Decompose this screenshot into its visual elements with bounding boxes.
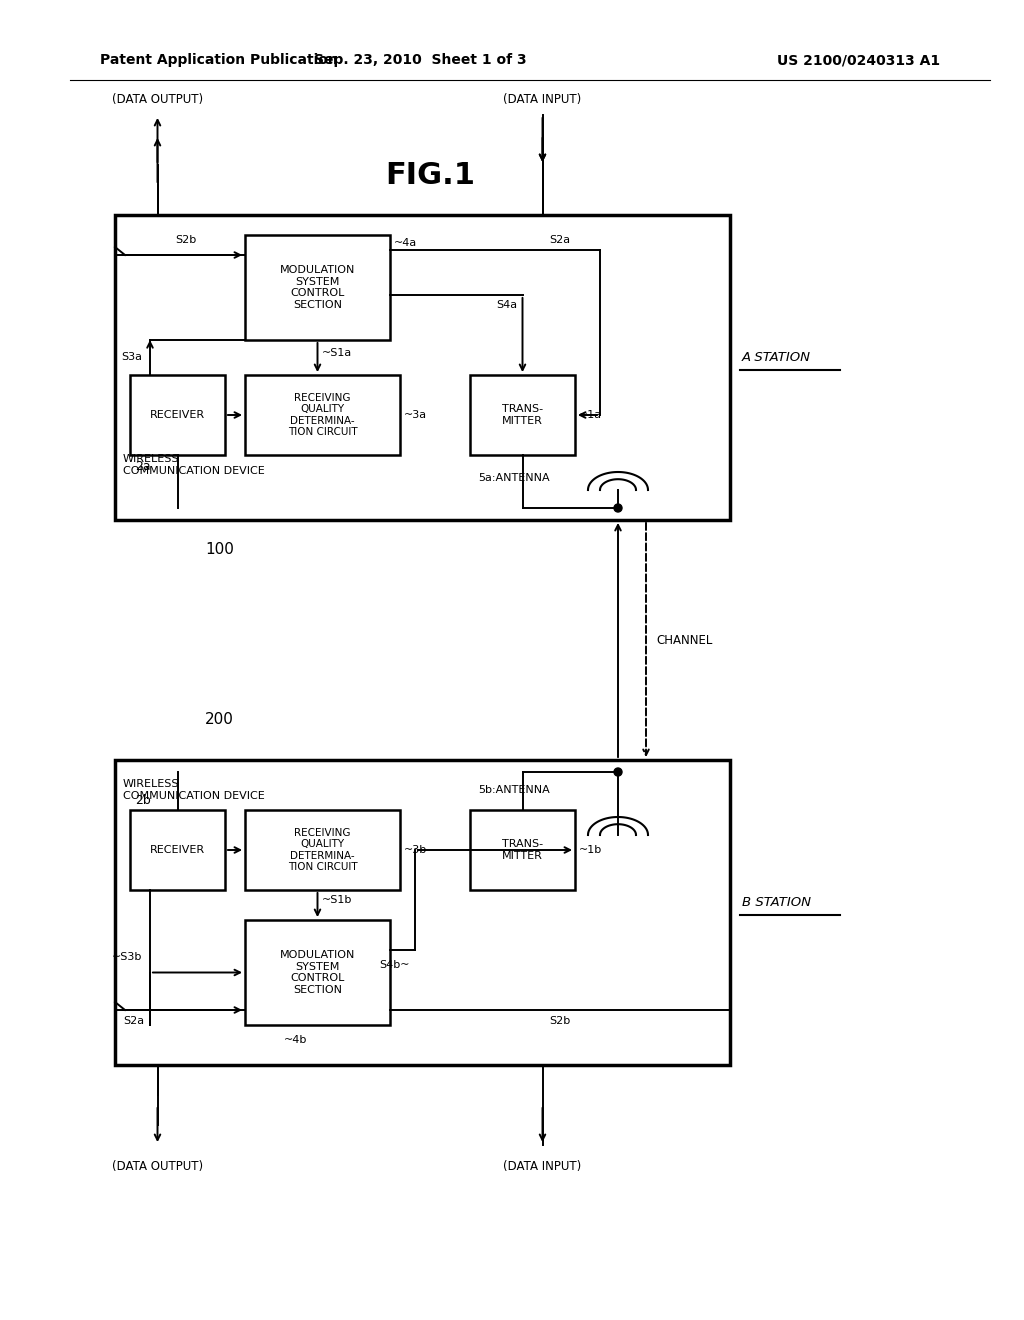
Text: Sep. 23, 2010  Sheet 1 of 3: Sep. 23, 2010 Sheet 1 of 3 xyxy=(313,53,526,67)
Bar xyxy=(470,375,575,455)
Text: 5b:ANTENNA: 5b:ANTENNA xyxy=(478,785,550,795)
Text: 2b: 2b xyxy=(135,793,151,807)
Text: ~S1a: ~S1a xyxy=(322,348,352,358)
Text: (DATA INPUT): (DATA INPUT) xyxy=(504,1160,582,1173)
Text: S2a: S2a xyxy=(549,235,570,246)
Text: TRANS-
MITTER: TRANS- MITTER xyxy=(502,840,543,861)
Text: ~S3b: ~S3b xyxy=(112,953,142,962)
Bar xyxy=(245,235,390,341)
Text: (DATA OUTPUT): (DATA OUTPUT) xyxy=(112,1160,203,1173)
Text: S2b: S2b xyxy=(175,235,197,246)
Text: S2b: S2b xyxy=(549,1016,570,1026)
Bar xyxy=(245,920,390,1026)
Text: 5a:ANTENNA: 5a:ANTENNA xyxy=(478,473,550,483)
Bar xyxy=(130,375,225,455)
Text: 2a: 2a xyxy=(135,461,151,474)
Text: ~4b: ~4b xyxy=(284,1035,307,1045)
Text: Patent Application Publication: Patent Application Publication xyxy=(100,53,338,67)
Bar xyxy=(115,215,730,520)
Bar xyxy=(245,375,400,455)
Text: CHANNEL: CHANNEL xyxy=(656,634,713,647)
Text: ~3b: ~3b xyxy=(404,845,427,855)
Text: TRANS-
MITTER: TRANS- MITTER xyxy=(502,404,543,426)
Text: A STATION: A STATION xyxy=(742,351,811,364)
Text: RECEIVING
QUALITY
DETERMINA-
TION CIRCUIT: RECEIVING QUALITY DETERMINA- TION CIRCUI… xyxy=(288,828,357,873)
Text: ~3a: ~3a xyxy=(404,411,427,420)
Bar xyxy=(130,810,225,890)
Text: ~1b: ~1b xyxy=(579,845,602,855)
Bar xyxy=(245,810,400,890)
Text: RECEIVING
QUALITY
DETERMINA-
TION CIRCUIT: RECEIVING QUALITY DETERMINA- TION CIRCUI… xyxy=(288,392,357,437)
Circle shape xyxy=(614,768,622,776)
Text: US 2100/0240313 A1: US 2100/0240313 A1 xyxy=(777,53,940,67)
Text: (DATA INPUT): (DATA INPUT) xyxy=(504,94,582,107)
Text: 100: 100 xyxy=(205,543,233,557)
Circle shape xyxy=(614,504,622,512)
Text: FIG.1: FIG.1 xyxy=(385,161,475,190)
Text: ~S1b: ~S1b xyxy=(322,895,352,906)
Text: S4b~: S4b~ xyxy=(380,960,410,970)
Text: B STATION: B STATION xyxy=(742,896,811,909)
Text: MODULATION
SYSTEM
CONTROL
SECTION: MODULATION SYSTEM CONTROL SECTION xyxy=(280,950,355,995)
Bar xyxy=(115,760,730,1065)
Text: WIRELESS
COMMUNICATION DEVICE: WIRELESS COMMUNICATION DEVICE xyxy=(123,779,265,801)
Text: RECEIVER: RECEIVER xyxy=(150,411,205,420)
Bar xyxy=(470,810,575,890)
Text: 200: 200 xyxy=(205,713,233,727)
Text: (DATA OUTPUT): (DATA OUTPUT) xyxy=(112,94,203,107)
Text: RECEIVER: RECEIVER xyxy=(150,845,205,855)
Text: S2a: S2a xyxy=(123,1016,144,1026)
Text: ~4a: ~4a xyxy=(394,238,417,248)
Text: ~1a: ~1a xyxy=(579,411,602,420)
Text: S3a: S3a xyxy=(121,352,142,363)
Text: S4a: S4a xyxy=(497,300,517,310)
Text: WIRELESS
COMMUNICATION DEVICE: WIRELESS COMMUNICATION DEVICE xyxy=(123,454,265,475)
Text: MODULATION
SYSTEM
CONTROL
SECTION: MODULATION SYSTEM CONTROL SECTION xyxy=(280,265,355,310)
